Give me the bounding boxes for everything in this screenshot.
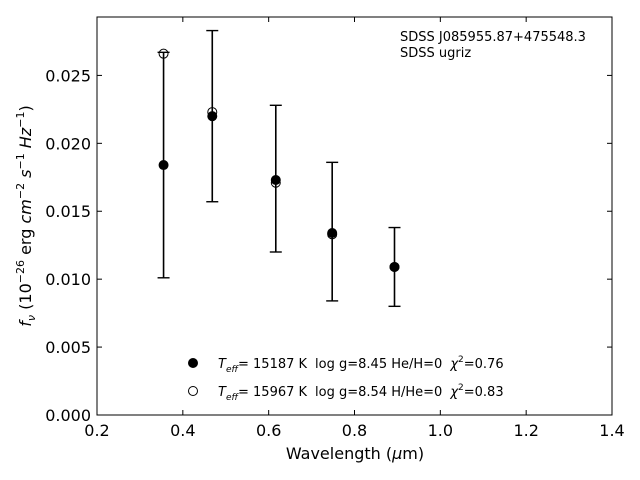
- plot-frame: [96, 16, 613, 416]
- model-point-open: [207, 107, 218, 118]
- x-axis-label: Wavelength (μm): [286, 444, 424, 463]
- model-point-open: [327, 229, 338, 240]
- model-point-open: [270, 177, 281, 188]
- annotation-object-name: SDSS J085955.87+475548.3: [400, 30, 586, 45]
- model-point-open: [389, 261, 400, 272]
- model-point-filled: [158, 160, 169, 171]
- legend-marker-filled: [188, 358, 198, 368]
- x-tick-label: 0.4: [170, 421, 195, 440]
- legend-marker-open: [188, 386, 198, 396]
- data-marks: [157, 29, 401, 308]
- model-point-filled: [270, 175, 281, 186]
- y-tick-label: 0.025: [45, 66, 91, 85]
- y-tick-label: 0.010: [45, 270, 91, 289]
- x-tick-label: 0.8: [342, 421, 367, 440]
- x-tick-label: 0.6: [256, 421, 281, 440]
- x-tick-label: 1.4: [599, 421, 624, 440]
- x-tick-label: 1.2: [513, 421, 538, 440]
- x-tick-label: 1.0: [428, 421, 453, 440]
- x-tick-label: 0.2: [84, 421, 109, 440]
- annotation-survey: SDSS ugriz: [400, 46, 471, 61]
- y-tick-label: 0.020: [45, 134, 91, 153]
- y-axis-label: fν (10−26 erg cm−2 s−1 Hz−1): [14, 105, 38, 326]
- plot-area: [96, 16, 613, 416]
- y-tick-label: 0.015: [45, 202, 91, 221]
- axis-ticks: 0.2 0.4 0.6 0.8 1.0 1.2 1.4 0.000 0.005 0.010 0.01…: [45, 17, 625, 440]
- y-tick-label: 0.005: [45, 338, 91, 357]
- model-point-open: [158, 48, 169, 59]
- y-tick-label: 0.000: [45, 406, 91, 425]
